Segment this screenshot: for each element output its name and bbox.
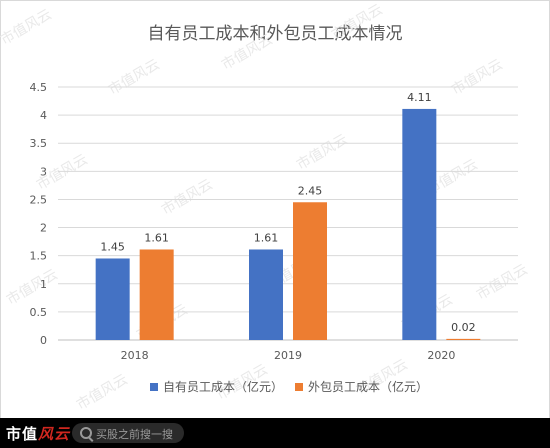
data-label: 1.45 xyxy=(100,240,125,253)
search-icon xyxy=(80,427,92,439)
x-tick-label: 2019 xyxy=(274,349,302,362)
watermark-text: 市值风云 xyxy=(159,176,216,219)
bar-2019-series-1 xyxy=(249,249,283,340)
watermark-text: 市值风云 xyxy=(0,6,54,49)
legend-swatch xyxy=(295,383,303,391)
y-tick-label: 3.5 xyxy=(30,137,48,150)
data-label: 0.02 xyxy=(451,321,476,334)
bar-2020-series-1 xyxy=(402,108,437,340)
bar-chart: 自有员工成本和外包员工成本情况 市值风云市值风云市值风云市值风云市值风云市值风云… xyxy=(0,1,531,414)
watermark-text: 市值风云 xyxy=(294,131,351,174)
watermark-text: 市值风云 xyxy=(474,261,531,304)
bar-2018-series-1 xyxy=(95,258,130,340)
bar-2019-series-2 xyxy=(293,202,327,340)
legend-label: 自有员工成本（亿元） xyxy=(163,379,283,394)
y-tick-label: 1.5 xyxy=(30,250,48,263)
legend-label: 外包员工成本（亿元） xyxy=(308,379,428,394)
data-label: 1.61 xyxy=(144,231,169,244)
search-box[interactable]: 买股之前搜一搜 xyxy=(72,423,184,443)
watermark-text: 市值风云 xyxy=(106,56,163,99)
y-axis-ticks: 0 0.5 1 1.5 2 2.5 3 3.5 4 4.5 xyxy=(30,81,48,347)
brand-logo[interactable]: 市值风云 xyxy=(6,423,70,444)
y-tick-label: 2 xyxy=(40,222,47,235)
watermark-text: 市值风云 xyxy=(74,371,131,414)
brand-accent: 风云 xyxy=(38,425,71,443)
bar-2020-series-2 xyxy=(446,338,481,340)
footer-bar: 市值风云 买股之前搜一搜 xyxy=(0,418,550,448)
y-tick-label: 4.5 xyxy=(30,81,48,94)
y-tick-label: 4 xyxy=(40,109,47,122)
watermark-text: 市值风云 xyxy=(449,56,506,99)
y-tick-label: 1 xyxy=(40,278,47,291)
data-labels-layer: 1.45 1.61 1.61 2.45 4.11 0.02 xyxy=(100,91,475,334)
chart-title: 自有员工成本和外包员工成本情况 xyxy=(148,24,403,44)
data-label: 4.11 xyxy=(407,91,432,104)
brand-main: 市值 xyxy=(6,425,39,443)
x-axis-ticks: 2018 2019 2020 xyxy=(121,349,456,362)
legend: 自有员工成本（亿元） 外包员工成本（亿元） xyxy=(150,379,428,394)
bars-layer xyxy=(95,108,481,340)
data-label: 1.61 xyxy=(254,231,279,244)
legend-swatch xyxy=(150,383,158,391)
x-tick-label: 2018 xyxy=(121,349,149,362)
watermark-text: 市值风云 xyxy=(4,266,61,309)
y-tick-label: 2.5 xyxy=(30,193,48,206)
bar-2018-series-2 xyxy=(139,249,174,340)
y-tick-label: 3 xyxy=(40,165,47,178)
y-tick-label: 0.5 xyxy=(30,306,48,319)
x-tick-label: 2020 xyxy=(427,349,455,362)
gridlines xyxy=(58,86,518,341)
data-label: 2.45 xyxy=(298,184,323,197)
search-placeholder: 买股之前搜一搜 xyxy=(96,428,173,441)
y-tick-label: 0 xyxy=(40,334,47,347)
